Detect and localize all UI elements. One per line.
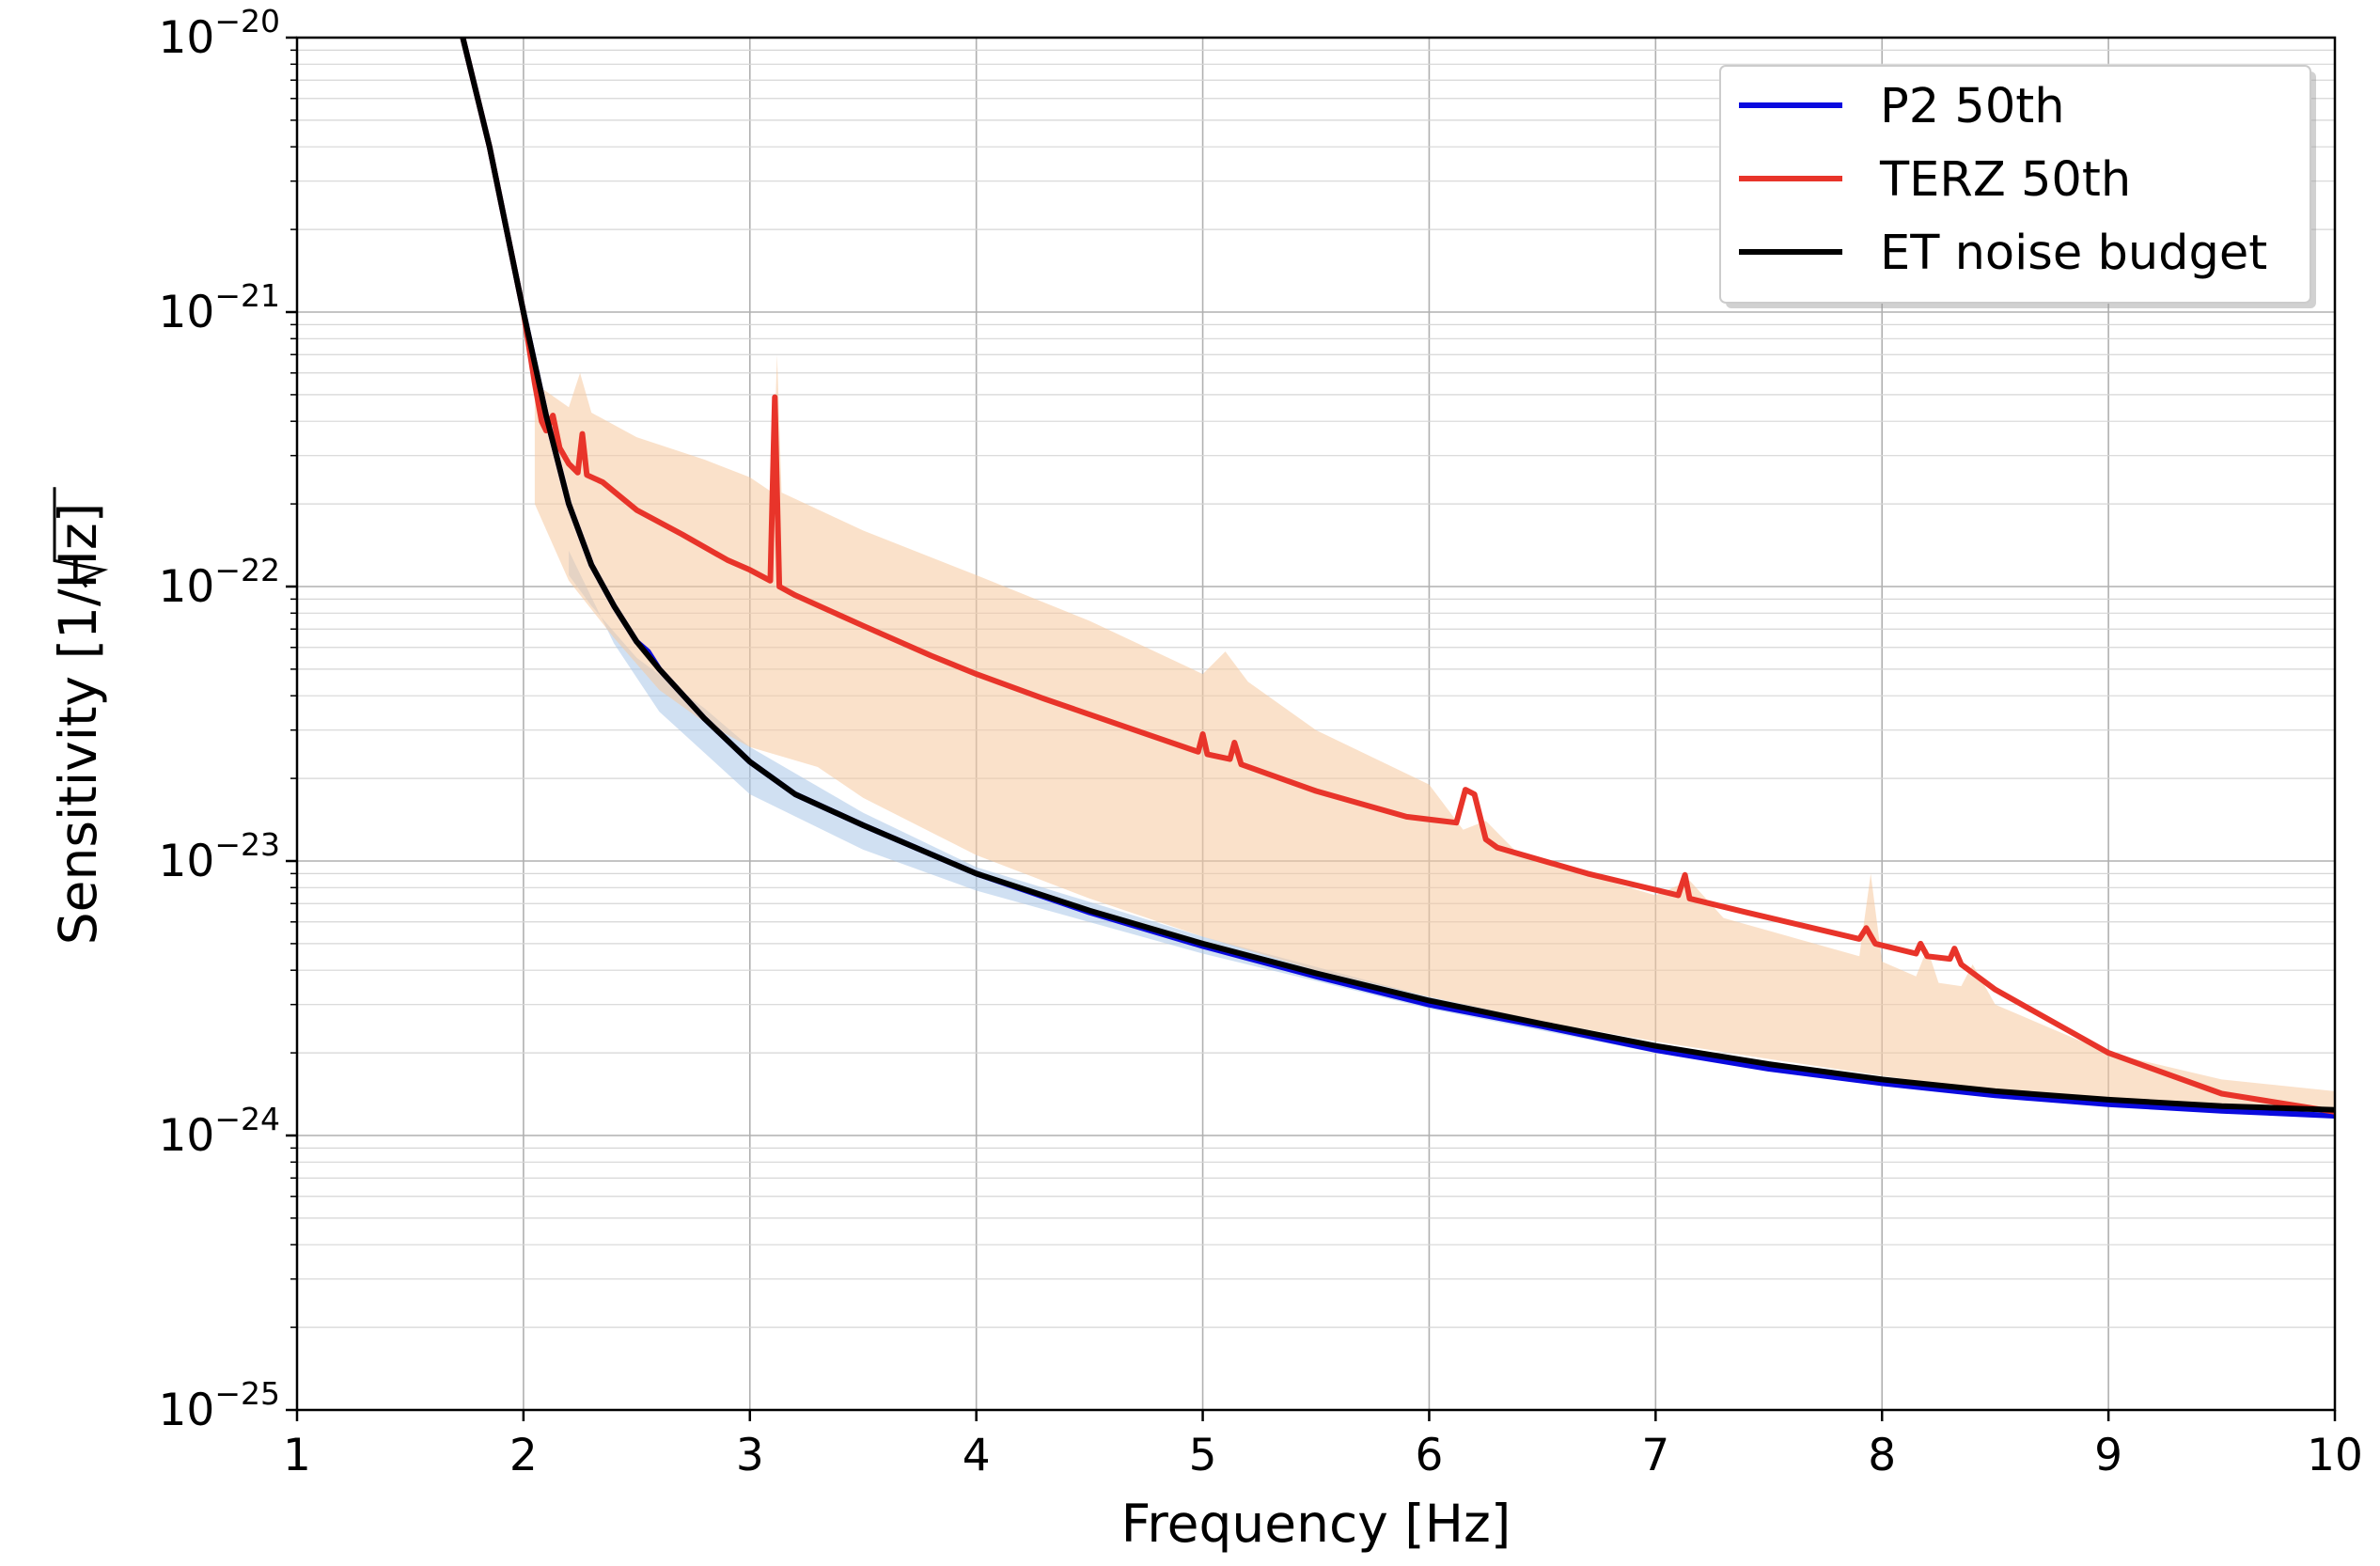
legend-label: P2 50th xyxy=(1880,79,2065,134)
y-tick-exponent: −22 xyxy=(214,552,280,588)
x-tick-label: 9 xyxy=(2094,1430,2122,1481)
y-tick-label: 10−25 xyxy=(159,1375,280,1436)
grid xyxy=(296,38,2336,1411)
x-tick-label: 4 xyxy=(963,1430,991,1481)
y-tick-label: 10−22 xyxy=(159,552,280,613)
y-axis-title-text: Sensitivity [1/Hz] xyxy=(48,503,108,946)
x-axis-title: Frequency [Hz] xyxy=(1121,1494,1511,1554)
y-axis-title-suffix: ] xyxy=(48,503,108,523)
percentile-band xyxy=(534,354,2335,1109)
y-tick-base: 10 xyxy=(159,1385,215,1436)
y-tick-exponent: −23 xyxy=(214,826,280,863)
y-tick-label: 10−24 xyxy=(159,1101,280,1162)
y-tick-base: 10 xyxy=(159,836,215,887)
x-tick-label: 10 xyxy=(2307,1430,2363,1481)
x-axis-ticks: 1 2 3 4 5 6 7 8 9 10 xyxy=(283,1410,2363,1481)
sqrt-sign xyxy=(53,487,109,588)
y-axis-title-prefix: Sensitivity [1/ xyxy=(48,588,108,945)
series-line xyxy=(460,38,2335,1113)
y-tick-exponent: −25 xyxy=(214,1375,280,1412)
x-tick-label: 2 xyxy=(509,1430,538,1481)
x-tick-label: 7 xyxy=(1641,1430,1669,1481)
x-tick-label: 3 xyxy=(736,1430,764,1481)
y-tick-base: 10 xyxy=(159,1110,215,1162)
y-tick-exponent: −24 xyxy=(214,1101,280,1137)
y-tick-base: 10 xyxy=(159,12,215,64)
y-tick-label: 10−21 xyxy=(159,277,280,338)
x-tick-label: 1 xyxy=(283,1430,311,1481)
y-tick-label: 10−23 xyxy=(159,826,280,887)
y-axis-title: Sensitivity [1/Hz] xyxy=(48,487,109,946)
legend-label: ET noise budget xyxy=(1880,226,2267,281)
legend-label: TERZ 50th xyxy=(1879,152,2131,208)
y-tick-exponent: −21 xyxy=(214,277,280,314)
legend-box xyxy=(1719,65,2311,304)
x-tick-label: 6 xyxy=(1415,1430,1443,1481)
y-axis-title-root: Hz xyxy=(48,523,108,588)
plot-frame xyxy=(295,36,2337,1412)
y-tick-exponent: −20 xyxy=(214,3,280,39)
x-tick-label: 5 xyxy=(1189,1430,1217,1481)
x-tick-label: 8 xyxy=(1868,1430,1896,1481)
series-line xyxy=(460,38,2335,1115)
series-lines xyxy=(460,38,2335,1119)
y-tick-base: 10 xyxy=(159,561,215,613)
y-tick-label: 10−20 xyxy=(159,3,280,64)
legend: P2 50th TERZ 50th ET noise budget xyxy=(1719,65,2316,308)
y-tick-base: 10 xyxy=(159,287,215,338)
